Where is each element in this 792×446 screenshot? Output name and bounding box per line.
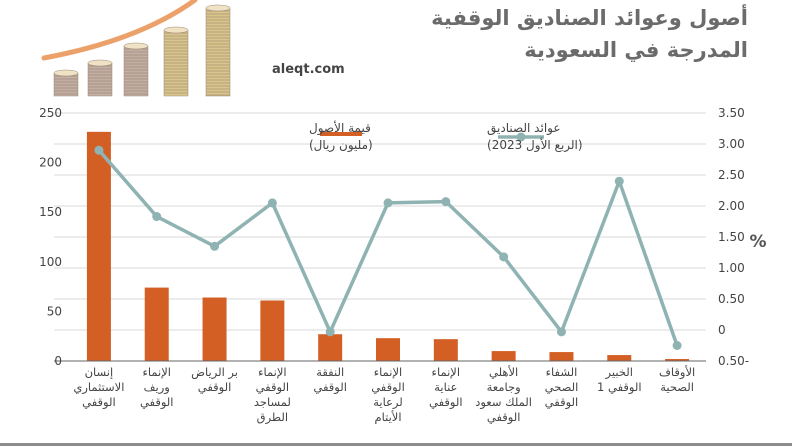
category-label: الأوقاف xyxy=(659,365,695,380)
category-label: الطرق xyxy=(257,410,288,425)
coin-stack xyxy=(87,62,113,97)
bar xyxy=(549,352,574,361)
returns-point xyxy=(210,241,220,251)
coin-top xyxy=(205,4,231,12)
category-label: الوقفي xyxy=(429,395,463,410)
category-label: الإنماء xyxy=(258,365,287,379)
category-label: الوقفي xyxy=(82,395,116,410)
returns-point xyxy=(267,198,277,208)
category-label: الإنماء xyxy=(374,365,403,379)
bar xyxy=(144,287,169,361)
bar xyxy=(376,338,400,361)
category-label: الوقفي 1 xyxy=(597,380,642,395)
right-tick-label: 3.00 xyxy=(718,137,745,151)
right-tick-label: 2.00 xyxy=(718,199,745,213)
axes: 0 50 100 150 200 250 0.50- 0 0.50 1.00 1.50 2.00 2.5… xyxy=(39,106,766,368)
category-label: لمساجد xyxy=(254,395,291,409)
coin-top xyxy=(163,26,189,34)
left-tick-label: 100 xyxy=(39,255,62,269)
page-title: أصول وعوائد الصناديق الوقفية المدرجة في … xyxy=(328,2,748,66)
category-label: الوقفي xyxy=(487,410,521,425)
category-label: وريف xyxy=(144,380,170,395)
right-tick-label: 0.50- xyxy=(718,354,749,368)
returns-point xyxy=(152,212,162,222)
bars xyxy=(86,131,690,361)
bar xyxy=(260,300,285,361)
left-tick-label: 0 xyxy=(54,354,62,368)
bar xyxy=(433,339,458,361)
category-label: الأيتام xyxy=(374,410,401,424)
right-tick-label: 3.50 xyxy=(718,106,745,120)
left-tick-label: 250 xyxy=(39,106,62,120)
legend: عوائد الصناديق(الربع الأول 2023) قيمة الأ… xyxy=(309,120,583,153)
legend-line-name: عوائد الصناديق xyxy=(487,121,561,136)
category-label: الوقفي xyxy=(545,395,579,410)
returns-point xyxy=(614,176,624,186)
returns-point xyxy=(499,252,509,262)
category-label: لرعاية xyxy=(373,395,403,410)
returns-point xyxy=(556,327,566,337)
right-tick-label: 0 xyxy=(718,323,726,337)
title-line-1: أصول وعوائد الصناديق الوقفية xyxy=(431,6,748,30)
right-tick-label: 0.50 xyxy=(718,292,745,306)
bar xyxy=(491,351,516,361)
category-labels: إنسانالاستثماريالوقفيالإنماءوريفالوقفيبر… xyxy=(73,365,695,425)
legend-line-sub: (الربع الأول 2023) xyxy=(487,137,583,153)
returns-line xyxy=(94,145,682,350)
bar xyxy=(665,359,690,361)
right-tick-label: 2.50 xyxy=(718,168,745,182)
category-label: بر الرياض xyxy=(191,365,238,380)
category-label: الخبير xyxy=(605,365,633,380)
category-label: الاستثماري xyxy=(73,380,124,395)
legend-line-marker xyxy=(516,132,526,142)
returns-line-path xyxy=(97,149,679,347)
legend-bar-sub: (مليون ريال) xyxy=(309,138,373,153)
category-label: الملك سعود xyxy=(475,395,532,410)
category-label: الوقفي xyxy=(256,380,290,395)
category-label: الوقفي xyxy=(140,395,174,410)
coin-stack xyxy=(205,7,231,97)
site-label: aleqt.com xyxy=(272,62,345,77)
coin-top xyxy=(87,59,113,67)
left-tick-label: 50 xyxy=(47,304,62,318)
category-label: الوقفي xyxy=(371,380,405,395)
right-tick-label: 1.00 xyxy=(718,261,745,275)
category-label: الصحية xyxy=(660,380,694,394)
right-tick-label: 1.50 xyxy=(718,230,745,244)
bar xyxy=(86,131,111,361)
returns-point xyxy=(672,341,682,350)
category-label: عناية xyxy=(434,380,457,394)
category-label: الوقفي xyxy=(313,380,347,395)
returns-point xyxy=(383,198,393,208)
left-tick-label: 150 xyxy=(39,205,62,219)
bar xyxy=(318,334,343,361)
coin-top xyxy=(123,42,149,50)
category-label: الإنماء xyxy=(142,365,171,379)
bar xyxy=(607,355,632,361)
coin-stack-illustration xyxy=(41,0,231,97)
bar xyxy=(202,297,227,361)
category-label: الوقفي xyxy=(198,380,232,395)
bottom-rule xyxy=(0,443,792,446)
category-label: الإنماء xyxy=(432,365,461,379)
legend-bar-name: قيمة الأصول xyxy=(309,120,371,136)
category-label: إنسان xyxy=(85,365,114,379)
coin-stack xyxy=(123,45,149,97)
category-label: وجامعة xyxy=(487,380,521,395)
coin-top xyxy=(53,69,79,77)
growth-arrow xyxy=(41,0,198,61)
right-axis-unit-label: % xyxy=(749,232,766,252)
coin-stack xyxy=(53,72,79,97)
returns-point xyxy=(325,327,335,337)
category-label: الشفاء xyxy=(546,365,578,379)
returns-point xyxy=(94,145,104,155)
category-label: الصحي xyxy=(545,380,579,394)
category-label: الأهلي xyxy=(489,365,518,379)
title-line-2: المدرجة في السعودية xyxy=(524,38,748,62)
category-label: النفقة xyxy=(316,365,344,379)
returns-point xyxy=(441,197,451,207)
left-tick-label: 200 xyxy=(39,156,62,170)
